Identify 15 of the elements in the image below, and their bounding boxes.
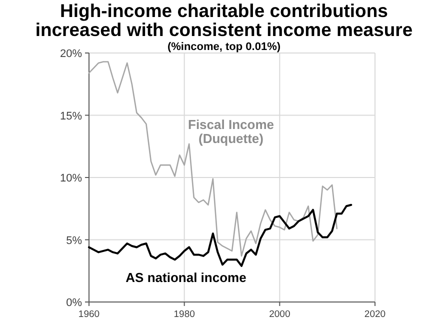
line-series	[88, 204, 352, 267]
series-label: Fiscal Income (Duquette)	[188, 117, 274, 146]
y-tick-label: 20%	[60, 48, 82, 60]
chart-title: High-income charitable contributions increased with consistent income measure	[35, 0, 413, 40]
y-tick-label: 0%	[66, 297, 82, 309]
series-label: AS national income	[126, 270, 246, 285]
y-tick-label: 10%	[60, 172, 82, 184]
x-tick-label: 2000	[269, 309, 290, 320]
y-tick-label: 15%	[60, 110, 82, 122]
line-series	[88, 61, 338, 257]
chart-subtitle: (%income, top 0.01%)	[167, 41, 281, 53]
x-tick-label: 1980	[174, 309, 195, 320]
x-tick-label: 1960	[78, 309, 100, 320]
y-tick-label: 5%	[66, 234, 82, 247]
x-tick-label: 2020	[364, 309, 386, 320]
